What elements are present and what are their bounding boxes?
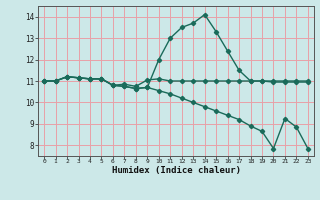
X-axis label: Humidex (Indice chaleur): Humidex (Indice chaleur) xyxy=(111,166,241,175)
